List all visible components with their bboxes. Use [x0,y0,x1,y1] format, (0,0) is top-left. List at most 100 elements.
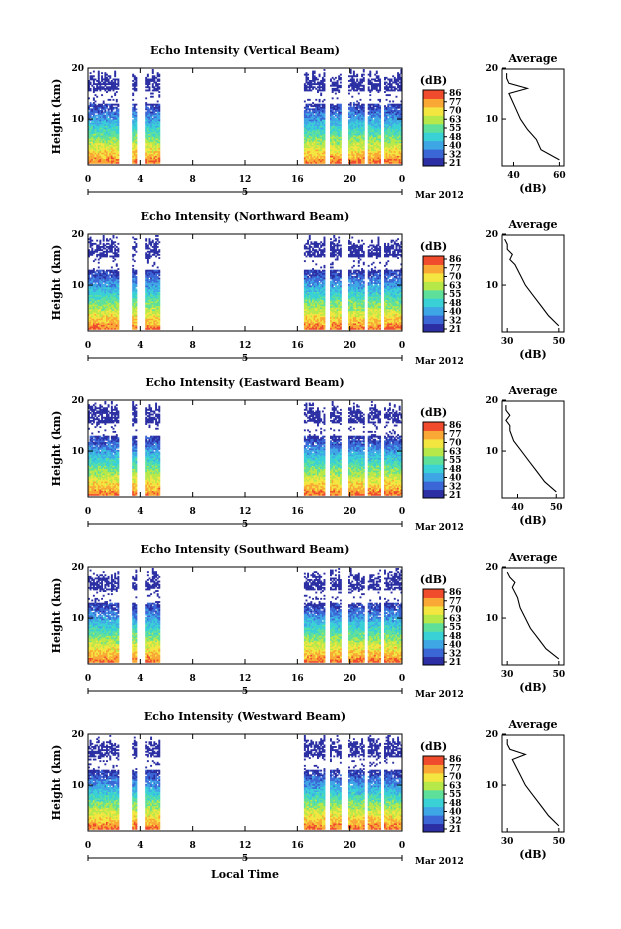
heatmap-cell [348,140,350,142]
heatmap-cell [135,245,137,247]
heatmap-cell [363,77,365,79]
heatmap-cell [317,79,319,81]
heatmap-cell [106,249,108,251]
heatmap-cell [361,85,363,87]
panel-title: Echo Intensity (Northward Beam) [141,210,350,223]
heatmap-cell [399,79,401,81]
heatmap-cell [315,146,317,148]
heatmap-cell [158,119,160,121]
heatmap-cell [340,137,342,139]
colorbar-swatch [423,107,444,116]
heatmap-cell [99,110,101,112]
heatmap-cell [153,309,155,311]
heatmap-cell [117,279,119,281]
heatmap-cell [376,115,378,117]
heatmap-cell [371,119,373,121]
heatmap-cell [150,249,152,251]
heatmap-cell [101,77,103,79]
heatmap-cell [158,151,160,153]
heatmap-cell [340,138,342,140]
heatmap-cell [348,107,350,109]
heatmap-cell [320,151,322,153]
heatmap-cell [99,119,101,121]
heatmap-cell [310,126,312,128]
heatmap-cell [379,151,381,153]
heatmap-cell [117,287,119,289]
heatmap-cell [150,126,152,128]
heatmap-cell [145,256,147,258]
heatmap-cell [95,311,97,313]
heatmap-cell [103,296,105,298]
heatmap-cell [103,113,105,115]
heatmap-cell [376,126,378,128]
heatmap-cell [103,156,105,158]
heatmap-cell [337,88,339,90]
heatmap-cell [389,127,391,129]
heatmap-cell [135,140,137,142]
heatmap-cell [396,82,398,84]
heatmap-cell [95,115,97,117]
heatmap-cell [310,130,312,132]
heatmap-cell [315,160,317,162]
heatmap-cell [363,132,365,134]
heatmap-cell [338,77,340,79]
heatmap-cell [103,290,105,292]
heatmap-cell [386,99,388,101]
heatmap-cell [371,79,373,81]
heatmap-cell [376,121,378,123]
heatmap-cell [108,279,110,281]
heatmap-cell [379,118,381,120]
heatmap-cell [135,79,137,81]
heatmap-cell [351,96,353,98]
heatmap-cell [307,127,309,129]
heatmap-cell [158,104,160,106]
heatmap-cell [114,82,116,84]
heatmap-cell [394,113,396,115]
heatmap-cell [340,108,342,110]
heatmap-cell [361,146,363,148]
heatmap-cell [99,328,101,330]
heatmap-cell [376,140,378,142]
heatmap-cell [152,241,154,243]
heatmap-cell [335,149,337,151]
heatmap-cell [153,273,155,275]
heatmap-cell [150,274,152,276]
heatmap-cell [103,151,105,153]
heatmap-cell [157,90,159,92]
avg-title: Average [507,52,557,65]
heatmap-cell [135,113,137,115]
heatmap-cell [386,157,388,159]
heatmap-cell [152,69,154,71]
heatmap-cell [95,281,97,283]
heatmap-cell [158,118,160,120]
heatmap-cell [338,127,340,129]
heatmap-cell [103,82,105,84]
heatmap-cell [95,162,97,164]
heatmap-cell [108,246,110,248]
heatmap-cell [90,154,92,156]
heatmap-cell [320,130,322,132]
x-tick-label: 4 [137,175,143,185]
heatmap-cell [117,130,119,132]
heatmap-cell [153,298,155,300]
heatmap-cell [99,115,101,117]
heatmap-cell [389,90,391,92]
heatmap-cell [353,121,355,123]
heatmap-cell [103,279,105,281]
heatmap-cell [117,274,119,276]
heatmap-cell [108,306,110,308]
heatmap-cell [150,113,152,115]
heatmap-cell [338,90,340,92]
heatmap-cell [307,115,309,117]
heatmap-cell [320,138,322,140]
heatmap-cell [394,132,396,134]
heatmap-cell [108,293,110,295]
heatmap-cell [348,138,350,140]
heatmap-cell [338,134,340,136]
heatmap-cell [113,320,115,322]
heatmap-cell [358,127,360,129]
heatmap-cell [353,102,355,104]
heatmap-cell [153,140,155,142]
heatmap-cell [340,143,342,145]
heatmap-cell [358,110,360,112]
